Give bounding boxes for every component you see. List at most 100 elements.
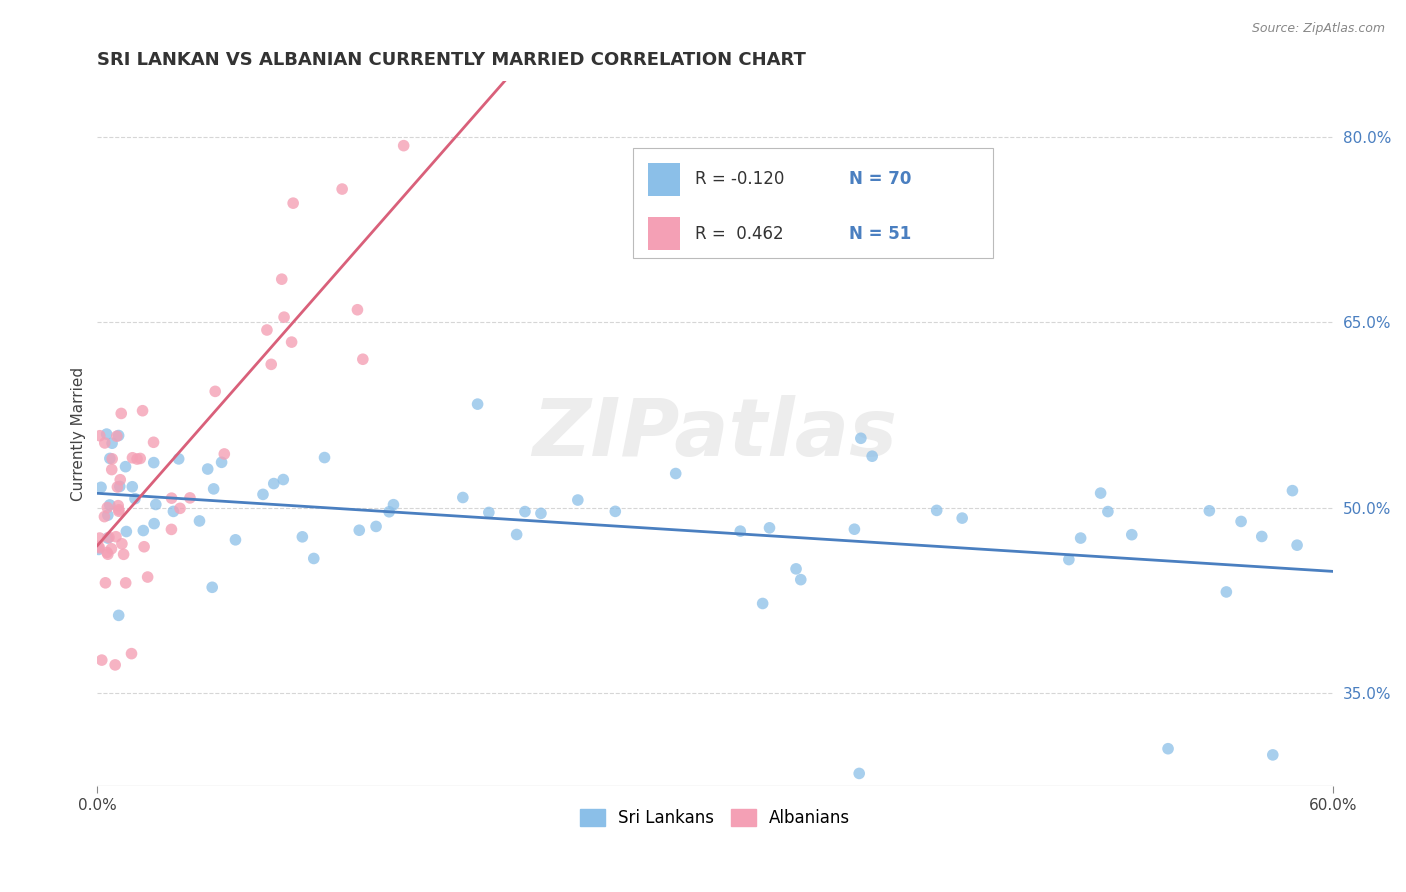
Point [330, 182, 353, 196]
Point [860, 449, 883, 463]
Point [281, 196, 304, 211]
Point [1097, 505, 1119, 519]
Point [98, 451, 121, 466]
Point [291, 530, 314, 544]
FancyBboxPatch shape [633, 148, 993, 258]
Point [93, 509, 115, 524]
Point [115, 524, 138, 539]
Point [844, 522, 866, 536]
Point [129, 451, 152, 466]
Point [849, 431, 872, 445]
Point [302, 551, 325, 566]
Point [167, 451, 190, 466]
Point [256, 323, 278, 337]
Point [1070, 531, 1092, 545]
Point [121, 647, 143, 661]
Point [1250, 529, 1272, 543]
Point [451, 491, 474, 505]
Point [605, 504, 627, 518]
Point [848, 766, 870, 780]
Point [349, 523, 371, 537]
Point [505, 527, 527, 541]
Point [107, 428, 129, 442]
Point [730, 524, 752, 538]
Point [1057, 552, 1080, 566]
Text: Source: ZipAtlas.com: Source: ZipAtlas.com [1251, 22, 1385, 36]
Text: SRI LANKAN VS ALBANIAN CURRENTLY MARRIED CORRELATION CHART: SRI LANKAN VS ALBANIAN CURRENTLY MARRIED… [97, 51, 806, 69]
Point [1281, 483, 1303, 498]
Point [314, 450, 336, 465]
Point [87, 539, 110, 553]
Point [114, 575, 136, 590]
Point [96, 427, 118, 442]
Point [104, 530, 127, 544]
Point [108, 479, 131, 493]
Point [132, 540, 155, 554]
Point [131, 403, 153, 417]
Point [751, 597, 773, 611]
Point [1090, 486, 1112, 500]
Point [169, 501, 191, 516]
Point [224, 533, 246, 547]
Text: R = -0.120: R = -0.120 [695, 170, 785, 188]
Point [201, 580, 224, 594]
Point [94, 575, 117, 590]
Point [160, 523, 183, 537]
Point [382, 498, 405, 512]
Point [142, 435, 165, 450]
Point [530, 506, 553, 520]
Point [197, 462, 219, 476]
Point [211, 455, 233, 469]
Point [567, 493, 589, 508]
Bar [648, 218, 681, 251]
Point [110, 473, 132, 487]
Point [111, 537, 134, 551]
Point [1215, 585, 1237, 599]
Point [98, 530, 121, 544]
Point [160, 491, 183, 505]
Point [467, 397, 489, 411]
Point [125, 452, 148, 467]
Point [97, 547, 120, 561]
Point [107, 504, 129, 518]
Point [100, 462, 122, 476]
Point [263, 476, 285, 491]
Point [270, 272, 292, 286]
Point [280, 335, 302, 350]
Point [145, 498, 167, 512]
Point [352, 352, 374, 367]
Point [107, 608, 129, 623]
Point [1286, 538, 1309, 552]
Point [143, 516, 166, 531]
Point [1261, 747, 1284, 762]
Point [89, 531, 111, 545]
Point [925, 503, 948, 517]
Point [97, 531, 120, 545]
Point [271, 473, 294, 487]
Point [188, 514, 211, 528]
Point [252, 487, 274, 501]
Point [202, 482, 225, 496]
Point [124, 491, 146, 506]
Point [273, 310, 295, 325]
Point [1198, 504, 1220, 518]
Point [478, 505, 501, 519]
Point [513, 505, 536, 519]
Point [179, 491, 201, 505]
Point [97, 508, 120, 523]
Point [90, 480, 112, 494]
Point [665, 467, 688, 481]
Point [346, 302, 368, 317]
Point [364, 519, 387, 533]
Point [378, 505, 401, 519]
Point [121, 480, 143, 494]
Point [104, 657, 127, 672]
Point [214, 447, 236, 461]
Point [114, 459, 136, 474]
Point [98, 498, 121, 512]
Point [1121, 527, 1143, 541]
Point [96, 500, 118, 515]
Legend: Sri Lankans, Albanians: Sri Lankans, Albanians [574, 802, 858, 834]
Point [101, 451, 124, 466]
Point [94, 436, 117, 450]
